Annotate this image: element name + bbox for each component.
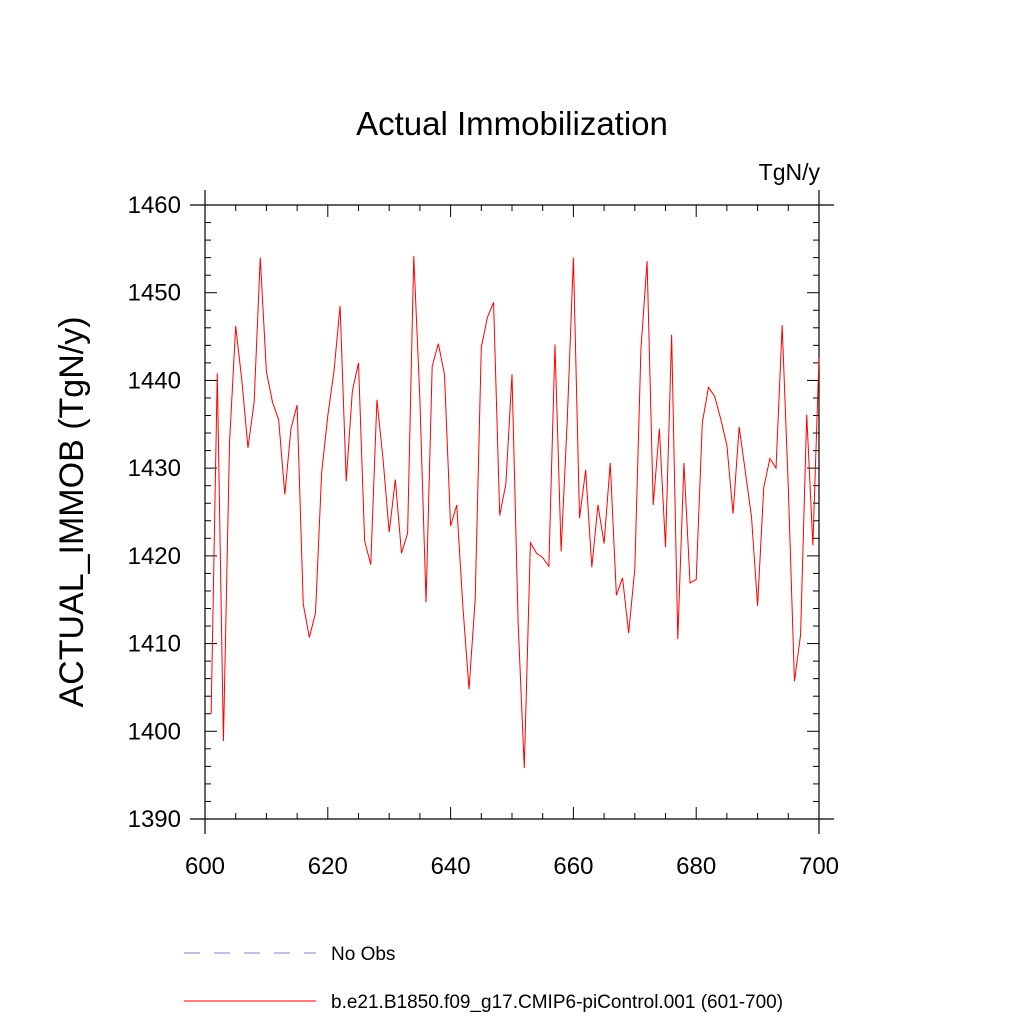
x-tick-label: 660: [553, 853, 593, 880]
y-tick-label: 1450: [128, 280, 181, 307]
chart-title: Actual Immobilization: [356, 105, 668, 142]
y-tick-label: 1400: [128, 718, 181, 745]
x-tick-label: 700: [799, 853, 839, 880]
y-tick-label: 1430: [128, 455, 181, 482]
x-tick-label: 600: [185, 853, 225, 880]
x-tick-label: 680: [676, 853, 716, 880]
x-tick-label: 640: [431, 853, 471, 880]
y-tick-label: 1460: [128, 192, 181, 219]
legend-label: No Obs: [331, 944, 395, 965]
y-tick-label: 1390: [128, 806, 181, 833]
units-label: TgN/y: [759, 159, 821, 185]
y-tick-label: 1410: [128, 631, 181, 658]
y-axis-label: ACTUAL_IMMOB (TgN/y): [53, 316, 91, 707]
series-line: [210, 255, 820, 769]
y-tick-label: 1420: [128, 543, 181, 570]
x-tick-label: 620: [308, 853, 348, 880]
legend-label: b.e21.B1850.f09_g17.CMIP6-piControl.001 …: [331, 992, 783, 1013]
y-tick-label: 1440: [128, 367, 181, 394]
